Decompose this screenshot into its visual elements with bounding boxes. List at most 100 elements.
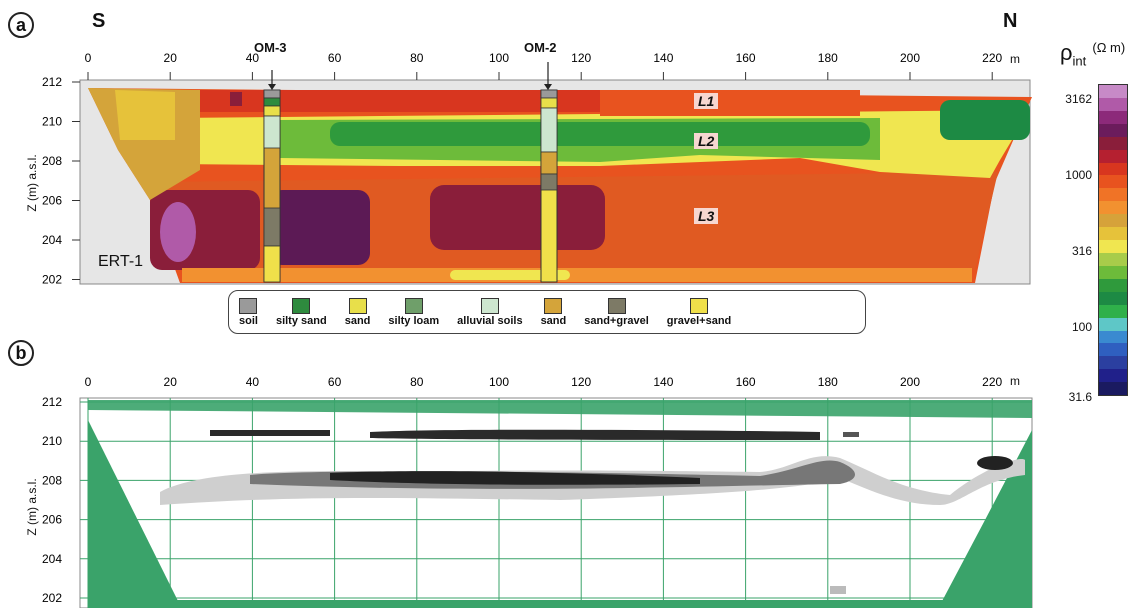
well-label-om3: OM-3 [254,40,287,55]
x-tick-label: 220 [982,51,1002,65]
colorbar-step [1099,162,1127,176]
colorbar-step [1099,149,1127,163]
colorbar-label-1000: 1000 [1065,168,1092,182]
legend-item: alluvial soils [457,297,523,327]
legend-label: alluvial soils [457,314,523,327]
x-tick-label: 180 [818,51,838,65]
x-tick-label: 60 [328,51,342,65]
north-label: N [1003,10,1018,32]
panel-a-y-ticks: 212 210 208 206 204 202 [42,75,80,287]
legend-item: gravel+sand [666,297,732,327]
resistivity-colorbar [1098,84,1128,396]
colorbar-unit: (Ω m) [1092,40,1126,55]
y-tick-label: 212 [42,395,62,409]
legend-item: sand [344,297,371,327]
x-tick-label: 200 [900,51,920,65]
panel-b-y-axis-label: Z (m) a.s.l. [25,478,39,536]
x-tick-label: 40 [246,51,260,65]
colorbar-rho: ρ [1060,40,1073,65]
x-tick-label: 160 [736,51,756,65]
l3-dark-body-3 [430,185,605,250]
well-label-om2: OM-2 [524,40,557,55]
x-tick-label: 220 [982,375,1002,389]
legend-item: soil [239,297,258,327]
legend-swatch [544,297,563,314]
legend-label: sand+gravel [584,314,649,327]
colorbar-label-3162: 3162 [1065,92,1092,106]
panel-a-x-unit: m [1010,52,1020,66]
x-tick-label: 140 [653,51,673,65]
x-tick-label: 140 [653,375,673,389]
panel-b-y-ticks: 212 210 208 206 204 202 [42,395,62,605]
legend-item: sand+gravel [584,297,649,327]
y-tick-label: 212 [42,75,62,89]
colorbar-label-31.6: 31.6 [1068,390,1092,404]
x-tick-label: 0 [85,51,92,65]
layer-l1-label: L1 [694,93,719,109]
colorbar-sub: int [1072,53,1087,69]
legend-label: sand [344,314,371,327]
panel-b-x-unit: m [1010,374,1020,388]
lithology-legend: soil silty sand sand silty loam alluvial soi… [228,290,866,334]
profile-name: ERT-1 [98,253,144,270]
panel-a-x-ticks: 0 20 40 60 80 100 120 140 160 180 200 220 [85,51,1003,80]
colorbar-step [1099,304,1127,318]
panel-b-x-ticks: 0 20 40 60 80 100 120 140 160 180 200 220 [85,375,1003,389]
x-tick-label: 200 [900,375,920,389]
x-tick-label: 160 [736,375,756,389]
colorbar-step [1099,265,1127,279]
legend-label: gravel+sand [666,314,732,327]
colorbar-step [1099,188,1127,202]
legend-label: soil [239,314,258,327]
colorbar-step [1099,240,1127,253]
y-tick-label: 208 [42,154,62,168]
y-tick-label: 202 [42,273,62,287]
x-tick-label: 20 [164,375,178,389]
y-tick-label: 202 [42,591,62,605]
legend-swatch [348,297,367,314]
x-tick-label: 0 [85,375,92,389]
legend-label: silty sand [275,314,327,327]
x-tick-label: 180 [818,375,838,389]
y-tick-label: 204 [42,552,62,566]
panel-b-label: b [8,340,34,366]
colorbar-step [1099,227,1127,241]
legend-item: silty sand [275,297,327,327]
y-tick-label: 210 [42,115,62,129]
x-tick-label: 100 [489,51,509,65]
y-tick-label: 210 [42,434,62,448]
well-om3 [263,70,281,283]
legend-label: sand [540,314,567,327]
x-tick-label: 80 [410,51,424,65]
x-tick-label: 40 [246,375,260,389]
colorbar-step [1099,369,1127,383]
layer-l3-label: L3 [694,208,719,224]
legend-item: silty loam [388,297,439,327]
x-tick-label: 120 [571,375,591,389]
x-tick-label: 20 [164,51,178,65]
panel-b-section: 0 20 40 60 80 100 120 140 160 180 200 220 212 210 208… [42,375,1033,608]
x-tick-label: 60 [328,375,342,389]
colorbar-step [1099,136,1127,150]
top-surface-band [88,400,1032,418]
colorbar-step [1099,382,1127,396]
colorbar-step [1099,356,1127,370]
colorbar-step [1099,175,1127,189]
right-bedrock-wedge [940,430,1032,605]
x-tick-label: 100 [489,375,509,389]
legend-swatch [480,297,499,314]
l3-dark-body-2 [270,190,370,265]
colorbar-step [1099,278,1127,292]
colorbar-step [1099,201,1127,215]
panel-a-y-axis-label: Z (m) a.s.l. [25,154,39,212]
y-tick-label: 208 [42,473,62,487]
reflector-210 [210,429,820,440]
x-tick-label: 80 [410,375,424,389]
y-tick-label: 206 [42,513,62,527]
colorbar-step [1099,110,1127,124]
legend-swatch [292,297,311,314]
legend-swatch [239,297,258,314]
colorbar-step [1099,123,1127,137]
panel-a-section: 0 20 40 60 80 100 120 140 160 180 200 220 212 210 208… [42,51,1032,287]
y-tick-label: 204 [42,233,62,247]
